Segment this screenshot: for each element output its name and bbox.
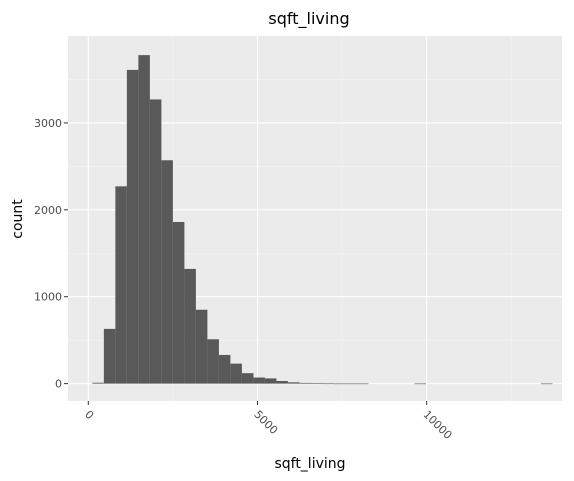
y-tick-label: 0 [55,378,62,391]
histogram-bar [333,383,346,385]
histogram-bar [172,221,185,384]
histogram-bar [195,309,208,384]
histogram-bar [92,382,104,384]
y-axis-title: count [10,199,26,239]
histogram-bar [230,363,242,384]
y-axis: 0 1000 2000 3000 [34,117,68,391]
histogram-bar [126,69,139,384]
y-tick-label: 1000 [34,291,62,304]
histogram-bar [207,339,219,384]
y-tick-label: 2000 [34,204,62,217]
histogram-bar [322,383,334,385]
histogram-bar [184,268,196,384]
histogram-bar [299,382,311,384]
histogram-bar [541,383,553,385]
histogram-bar [310,383,323,384]
histogram-bar [276,381,288,384]
histogram-bar [356,383,369,385]
x-axis-title: sqft_living [274,456,345,472]
histogram-bar [264,378,277,384]
histogram-bar [149,99,162,384]
histogram-bar [115,186,127,384]
histogram-bar [253,377,265,384]
histogram-bar [241,373,254,384]
histogram-bar [414,383,426,385]
histogram-bar [138,55,150,384]
histogram-bars [92,55,553,385]
chart-title: sqft_living [268,9,349,29]
y-tick-label: 3000 [34,117,62,130]
histogram-bar [103,328,116,384]
histogram-bar [287,382,300,384]
histogram-bar [161,160,173,384]
histogram-bar [345,383,357,385]
histogram-bar [218,354,231,384]
